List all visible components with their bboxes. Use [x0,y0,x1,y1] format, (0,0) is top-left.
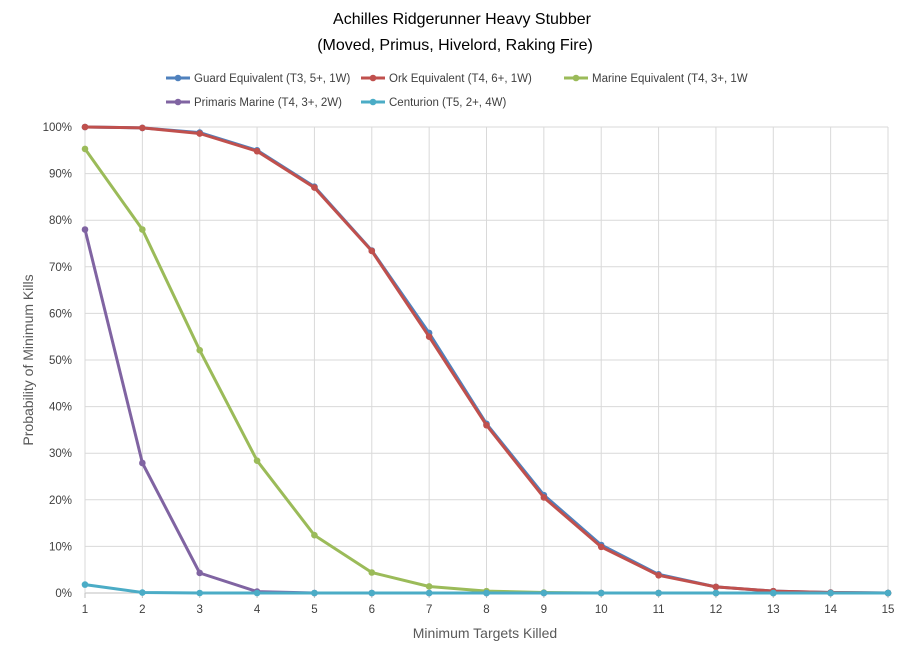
legend-item: Primaris Marine (T4, 3+, 2W) [166,97,342,109]
data-point [196,346,204,354]
x-tick-label: 15 [882,604,895,616]
legend-marker [369,98,377,106]
data-point [827,589,834,597]
y-tick-label: 90% [49,169,72,181]
data-point [253,589,261,597]
data-point [311,589,318,597]
data-point [81,226,89,233]
x-tick-label: 12 [710,604,723,616]
x-tick-label: 5 [311,604,317,616]
data-point [311,531,318,539]
x-axis-title: Minimum Targets Killed [413,625,557,641]
data-point [597,589,605,597]
data-point [884,589,892,597]
data-point [769,589,777,597]
data-point [139,124,146,132]
x-axis-ticks: 1 2 3 4 5 6 7 8 9 10 11 12 13 14 15 [82,604,895,616]
x-tick-label: 1 [82,604,88,616]
x-tick-label: 8 [483,604,489,616]
y-tick-label: 60% [49,308,72,320]
y-tick-label: 70% [49,262,72,274]
legend-label: Ork Equivalent (T4, 6+, 1W) [389,73,532,85]
y-tick-label: 40% [49,402,72,414]
x-tick-label: 6 [369,604,375,616]
data-point [139,589,146,596]
legend-marker [174,74,182,82]
data-point [368,589,376,597]
x-tick-label: 13 [767,604,780,616]
x-tick-label: 9 [541,604,547,616]
data-point [196,569,204,577]
legend-label: Marine Equivalent (T4, 3+, 1W [592,73,748,85]
data-point [655,571,662,579]
legend-label: Primaris Marine (T4, 3+, 2W) [194,97,342,109]
legend-item: Marine Equivalent (T4, 3+, 1W [564,73,748,85]
data-point [253,457,261,464]
series-layer [81,123,892,597]
data-point [368,569,376,576]
data-point [253,147,261,155]
data-point [425,333,433,341]
legend-item: Guard Equivalent (T3, 5+, 1W) [166,73,350,85]
data-point [368,247,376,255]
x-tick-label: 10 [595,604,608,616]
data-point [139,226,146,233]
data-point [425,583,433,590]
series-2 [81,123,892,597]
y-tick-label: 0% [55,588,72,600]
x-tick-label: 3 [197,604,203,616]
data-point [483,421,490,429]
data-point [540,494,548,501]
legend: Guard Equivalent (T3, 5+, 1W) Ork Equival… [166,73,748,109]
x-tick-label: 7 [426,604,432,616]
data-point [540,589,548,597]
data-point [311,184,318,191]
legend-label: Guard Equivalent (T3, 5+, 1W) [194,73,350,85]
legend-label: Centurion (T5, 2+, 4W) [389,97,506,109]
chart-title: Achilles Ridgerunner Heavy Stubber [333,11,592,28]
data-point [196,130,204,137]
data-point [655,589,662,597]
x-tick-label: 11 [653,604,665,616]
series-5 [81,581,892,597]
y-tick-label: 10% [49,541,72,553]
data-point [81,145,89,153]
legend-item: Centurion (T5, 2+, 4W) [361,97,506,109]
chart-subtitle: (Moved, Primus, Hivelord, Raking Fire) [317,37,593,54]
data-point [196,589,204,597]
data-point [139,459,146,467]
x-tick-label: 14 [824,604,837,616]
data-point [712,589,720,597]
y-tick-label: 100% [43,122,72,134]
data-point [425,589,433,597]
y-tick-label: 30% [49,448,72,460]
gridlines [84,126,889,598]
x-tick-label: 2 [139,604,145,616]
y-tick-label: 80% [49,215,72,227]
y-axis-ticks: 0% 10% 20% 30% 40% 50% 60% 70% 80% 90% 100% [43,122,72,600]
x-tick-label: 4 [254,604,261,616]
legend-marker [369,74,377,82]
legend-marker [572,74,580,82]
data-point [597,543,605,551]
legend-item: Ork Equivalent (T4, 6+, 1W) [361,73,532,85]
y-tick-label: 20% [49,495,72,507]
y-axis-title: Probability of Minimum Kills [20,274,36,445]
data-point [483,589,490,597]
y-tick-label: 50% [49,355,72,367]
legend-marker [174,98,182,106]
data-point [712,583,720,591]
data-point [81,581,89,588]
data-point [81,123,89,131]
